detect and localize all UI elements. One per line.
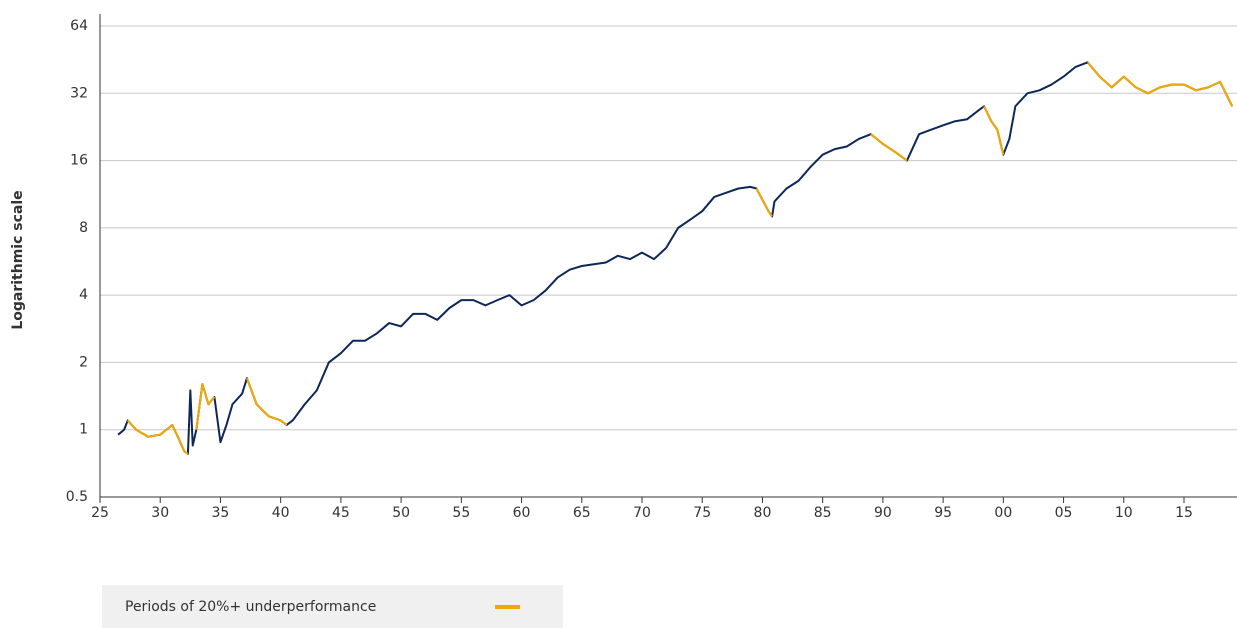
- x-tick-label: 60: [513, 505, 531, 521]
- y-tick-label: 0.5: [66, 489, 88, 505]
- x-tick-label: 35: [212, 505, 230, 521]
- y-tick-label: 2: [79, 354, 88, 370]
- x-tick-label: 25: [91, 505, 109, 521]
- series-line: [126, 61, 1234, 455]
- y-tick-label: 16: [70, 153, 88, 169]
- x-tick-label: 55: [452, 505, 470, 521]
- x-tick-label: 85: [814, 505, 832, 521]
- y-tick-label: 32: [70, 85, 88, 101]
- x-tick-label: 30: [151, 505, 169, 521]
- y-tick-label: 1: [79, 422, 88, 438]
- legend-box: [102, 585, 563, 628]
- legend-label: Periods of 20%+ underperformance: [125, 599, 376, 615]
- x-tick-label: 75: [693, 505, 711, 521]
- x-tick-label: 40: [272, 505, 290, 521]
- y-tick-label: 64: [70, 18, 88, 34]
- x-tick-label: 50: [392, 505, 410, 521]
- series-line: [117, 61, 1234, 455]
- x-tick-label: 00: [994, 505, 1012, 521]
- x-tick-label: 80: [754, 505, 772, 521]
- y-axis-label: Logarithmic scale: [10, 190, 26, 329]
- x-tick-label: 70: [633, 505, 651, 521]
- x-tick-label: 10: [1115, 505, 1133, 521]
- x-tick-label: 90: [874, 505, 892, 521]
- x-tick-label: 15: [1175, 505, 1193, 521]
- x-tick-label: 95: [934, 505, 952, 521]
- x-tick-label: 05: [1055, 505, 1073, 521]
- y-tick-label: 4: [79, 287, 88, 303]
- y-tick-label: 8: [79, 220, 88, 236]
- x-tick-label: 45: [332, 505, 350, 521]
- x-tick-label: 65: [573, 505, 591, 521]
